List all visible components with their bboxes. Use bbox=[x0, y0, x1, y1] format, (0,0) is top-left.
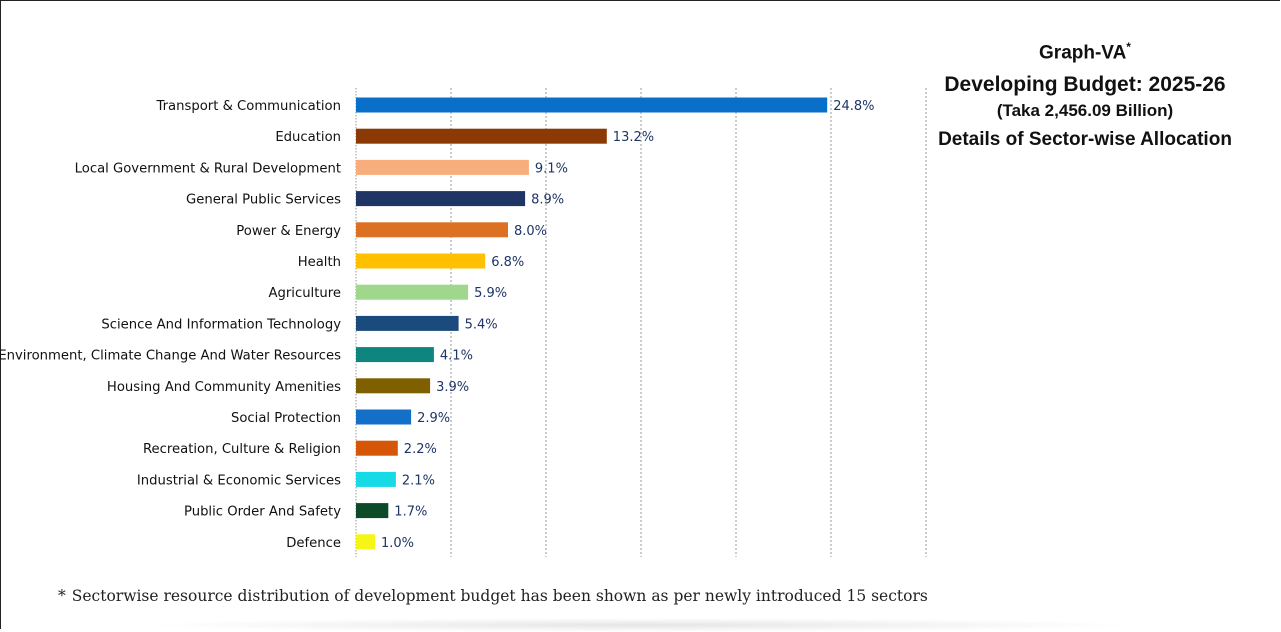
category-label: Local Government & Rural Development bbox=[75, 161, 341, 176]
bar bbox=[356, 440, 398, 456]
bar bbox=[356, 128, 607, 144]
bar-value-label: 8.0% bbox=[514, 224, 547, 239]
footnote: * Sectorwise resource distribution of dev… bbox=[58, 587, 928, 605]
graph-label: Graph-VA* bbox=[1039, 40, 1131, 64]
bar bbox=[356, 378, 431, 394]
bar bbox=[356, 315, 459, 331]
category-label: Power & Energy bbox=[236, 224, 341, 239]
bar-value-label: 8.9% bbox=[531, 193, 564, 208]
category-label: Education bbox=[275, 130, 341, 145]
chart-title: Developing Budget: 2025-26 bbox=[944, 73, 1226, 97]
category-label: Industrial & Economic Services bbox=[137, 473, 341, 488]
category-label: Social Protection bbox=[231, 411, 341, 426]
category-label: Health bbox=[298, 255, 341, 270]
bar bbox=[356, 534, 375, 550]
bar-value-label: 1.0% bbox=[381, 536, 414, 551]
page-shadow bbox=[140, 618, 1140, 632]
category-label: Science And Information Technology bbox=[101, 317, 341, 332]
bar-value-label: 2.1% bbox=[402, 473, 435, 488]
bar-value-label: 2.9% bbox=[417, 411, 450, 426]
category-label: Recreation, Culture & Religion bbox=[143, 442, 341, 457]
bar bbox=[356, 222, 508, 238]
bar-value-label: 3.9% bbox=[436, 380, 469, 395]
category-label: Environment, Climate Change And Water Re… bbox=[0, 349, 341, 364]
bar-value-label: 4.1% bbox=[440, 349, 473, 364]
bar-value-label: 24.8% bbox=[833, 99, 874, 114]
bar-value-label: 2.2% bbox=[404, 442, 437, 457]
bar-value-label: 13.2% bbox=[613, 130, 654, 145]
bar bbox=[356, 471, 396, 487]
bar bbox=[356, 284, 469, 300]
category-label: Agriculture bbox=[268, 286, 341, 301]
bar bbox=[356, 503, 389, 519]
graph-footnote-mark: * bbox=[1126, 40, 1131, 54]
bar-value-label: 5.9% bbox=[474, 286, 507, 301]
bar bbox=[356, 347, 434, 363]
bar bbox=[356, 159, 529, 175]
category-label: General Public Services bbox=[186, 193, 341, 208]
bar bbox=[356, 97, 828, 113]
category-label: Housing And Community Amenities bbox=[107, 380, 341, 395]
footnote-mark: * bbox=[58, 587, 66, 605]
bar-value-label: 1.7% bbox=[394, 505, 427, 520]
bar bbox=[356, 191, 526, 207]
bar-value-label: 6.8% bbox=[491, 255, 524, 270]
category-label: Defence bbox=[286, 536, 341, 551]
bar-value-label: 5.4% bbox=[465, 317, 498, 332]
bar bbox=[356, 253, 486, 269]
category-label: Transport & Communication bbox=[156, 99, 342, 114]
bar bbox=[356, 409, 412, 425]
chart-title-block: Graph-VA* Developing Budget: 2025-26 (Ta… bbox=[900, 40, 1270, 151]
chart-description: Details of Sector-wise Allocation bbox=[938, 129, 1232, 151]
footnote-text: Sectorwise resource distribution of deve… bbox=[71, 587, 928, 605]
bar-value-label: 9.1% bbox=[535, 161, 568, 176]
chart-subtitle: (Taka 2,456.09 Billion) bbox=[996, 101, 1174, 121]
category-label: Public Order And Safety bbox=[184, 505, 341, 520]
